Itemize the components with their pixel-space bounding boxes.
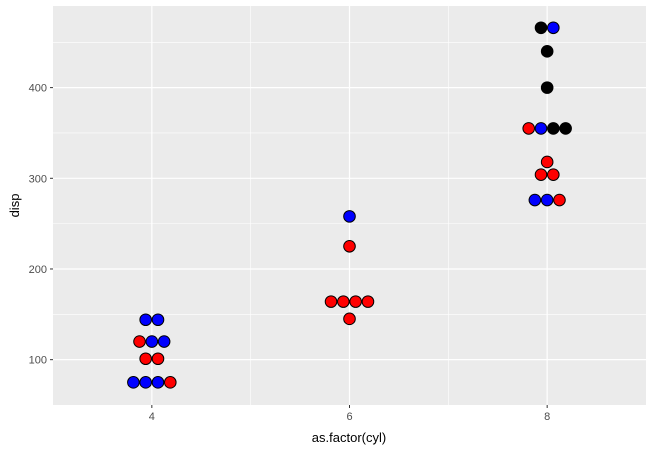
data-point [343, 210, 356, 223]
data-point [337, 295, 350, 308]
data-point [540, 45, 554, 58]
y-axis-title: disp [7, 194, 22, 218]
data-point [547, 122, 560, 135]
x-tick-label: 8 [544, 411, 550, 423]
data-point [559, 122, 572, 135]
data-point [133, 335, 146, 348]
data-point [540, 193, 554, 207]
x-axis-title: as.factor(cyl) [312, 430, 386, 445]
data-point [361, 295, 375, 308]
data-point [534, 21, 548, 35]
data-points [127, 21, 572, 389]
data-point [534, 122, 548, 135]
data-point [139, 352, 152, 366]
data-point [534, 168, 548, 181]
data-point [343, 312, 356, 326]
data-point [139, 313, 152, 327]
data-point [127, 376, 140, 389]
x-tick-label: 4 [149, 411, 155, 423]
data-point [540, 155, 554, 169]
data-point [553, 193, 566, 207]
data-point [547, 168, 560, 181]
y-tick-label: 100 [29, 355, 47, 367]
data-point [157, 335, 171, 348]
data-point [522, 122, 536, 135]
data-point [343, 240, 356, 253]
data-point [540, 81, 554, 94]
data-point [151, 376, 165, 389]
data-point [151, 352, 165, 366]
x-tick-label: 6 [346, 411, 352, 423]
data-point [324, 295, 338, 308]
data-point [145, 335, 159, 348]
data-point [528, 193, 542, 207]
y-tick-label: 200 [29, 264, 47, 276]
y-tick-label: 300 [29, 173, 47, 185]
x-axis: 4 6 8 [149, 405, 550, 423]
data-point [163, 376, 177, 389]
y-tick-label: 400 [29, 83, 47, 95]
data-point [349, 295, 362, 308]
data-point [547, 21, 560, 35]
data-point [139, 376, 152, 389]
y-axis: 100 200 300 400 [29, 83, 53, 367]
data-point [151, 313, 165, 327]
